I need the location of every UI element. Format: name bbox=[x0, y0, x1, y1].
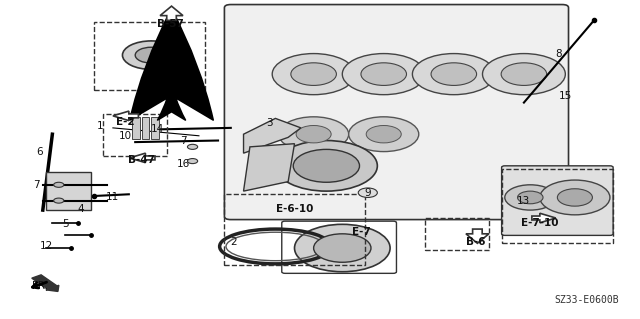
Text: E-2: E-2 bbox=[116, 116, 135, 127]
Bar bbox=[151, 117, 159, 139]
Text: 1: 1 bbox=[97, 121, 104, 131]
Circle shape bbox=[314, 234, 371, 262]
Bar bbox=[225, 194, 365, 265]
Text: 12: 12 bbox=[40, 241, 52, 251]
Text: 8: 8 bbox=[556, 48, 563, 59]
Circle shape bbox=[275, 141, 378, 191]
Circle shape bbox=[294, 224, 390, 272]
Text: 6: 6 bbox=[36, 147, 43, 157]
Circle shape bbox=[431, 63, 477, 85]
FancyBboxPatch shape bbox=[225, 4, 568, 219]
FancyArrow shape bbox=[32, 275, 59, 292]
Circle shape bbox=[296, 125, 331, 143]
Text: 7: 7 bbox=[180, 136, 186, 145]
Text: B-47: B-47 bbox=[128, 154, 155, 165]
Circle shape bbox=[54, 198, 64, 203]
Circle shape bbox=[54, 182, 64, 187]
Text: FR.: FR. bbox=[31, 281, 47, 291]
Circle shape bbox=[291, 63, 337, 85]
Text: E-6-10: E-6-10 bbox=[276, 204, 313, 213]
Circle shape bbox=[483, 54, 565, 95]
Polygon shape bbox=[113, 111, 138, 121]
Text: 5: 5 bbox=[62, 219, 68, 229]
Text: 15: 15 bbox=[559, 91, 572, 101]
Text: 3: 3 bbox=[266, 118, 273, 128]
Text: 9: 9 bbox=[364, 188, 371, 198]
Circle shape bbox=[188, 144, 198, 149]
Circle shape bbox=[505, 185, 556, 210]
Text: 2: 2 bbox=[230, 237, 237, 247]
Circle shape bbox=[293, 149, 360, 182]
Text: E-7: E-7 bbox=[352, 227, 371, 237]
Circle shape bbox=[278, 117, 349, 152]
Circle shape bbox=[501, 63, 547, 85]
FancyBboxPatch shape bbox=[502, 166, 613, 235]
Circle shape bbox=[342, 54, 425, 95]
Text: SZ33-E0600B: SZ33-E0600B bbox=[555, 295, 620, 305]
Text: B-57: B-57 bbox=[157, 19, 184, 28]
Circle shape bbox=[272, 54, 355, 95]
Bar bbox=[425, 218, 489, 250]
Text: 11: 11 bbox=[106, 192, 120, 203]
Circle shape bbox=[557, 189, 593, 206]
Circle shape bbox=[358, 188, 378, 197]
Text: 10: 10 bbox=[119, 131, 132, 141]
Polygon shape bbox=[466, 229, 489, 243]
Circle shape bbox=[412, 54, 495, 95]
Text: 16: 16 bbox=[177, 159, 189, 169]
Polygon shape bbox=[129, 153, 155, 163]
Bar bbox=[94, 22, 205, 90]
Text: E-7-10: E-7-10 bbox=[521, 218, 559, 228]
Bar bbox=[103, 114, 167, 156]
Bar bbox=[502, 169, 613, 243]
Text: 4: 4 bbox=[77, 204, 84, 213]
Circle shape bbox=[366, 125, 401, 143]
Polygon shape bbox=[244, 144, 294, 191]
Circle shape bbox=[540, 180, 610, 215]
Circle shape bbox=[122, 41, 180, 69]
Circle shape bbox=[518, 191, 543, 204]
Bar bbox=[132, 117, 140, 139]
Polygon shape bbox=[46, 172, 91, 210]
Text: B-6: B-6 bbox=[467, 237, 486, 247]
Polygon shape bbox=[532, 213, 556, 223]
Text: 13: 13 bbox=[517, 196, 531, 206]
Text: 14: 14 bbox=[151, 124, 164, 135]
Polygon shape bbox=[244, 118, 301, 153]
Bar bbox=[141, 117, 149, 139]
Polygon shape bbox=[160, 6, 183, 20]
Circle shape bbox=[188, 159, 198, 164]
Circle shape bbox=[361, 63, 406, 85]
Text: 7: 7 bbox=[33, 180, 40, 190]
Circle shape bbox=[349, 117, 419, 152]
Circle shape bbox=[135, 47, 167, 63]
